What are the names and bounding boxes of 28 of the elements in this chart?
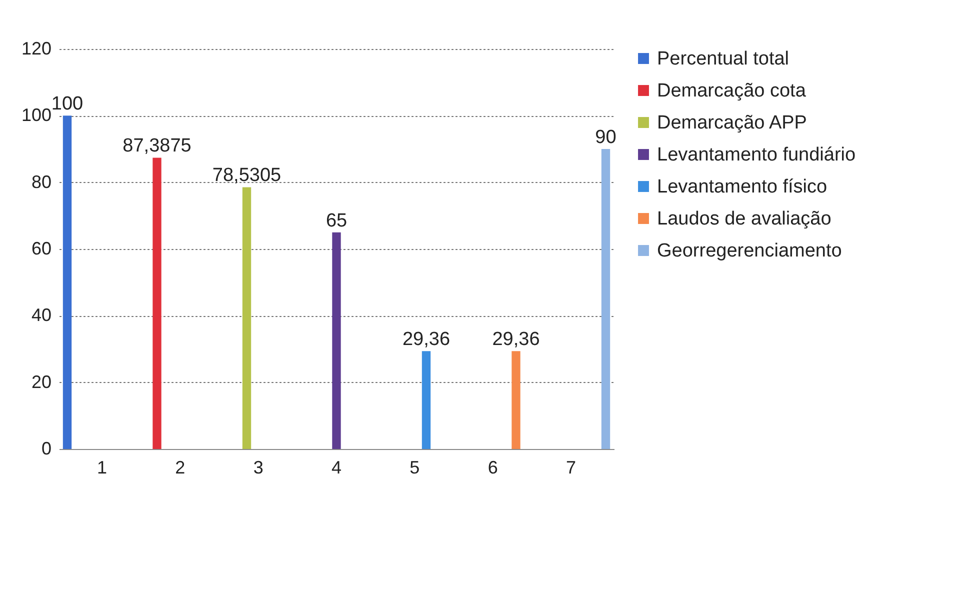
legend-label: Demarcação APP xyxy=(657,112,807,134)
x-tick-label: 4 xyxy=(331,458,342,478)
y-tick-label: 120 xyxy=(21,38,52,58)
data-label: 29,36 xyxy=(402,329,450,350)
x-tick-label: 2 xyxy=(175,458,186,478)
data-label: 29,36 xyxy=(492,329,540,350)
data-label: 90 xyxy=(595,127,616,148)
x-tick-label: 7 xyxy=(566,458,576,478)
legend-label: Levantamento fundiário xyxy=(657,144,856,166)
y-tick-label: 0 xyxy=(41,438,52,458)
legend-label: Levantamento físico xyxy=(657,176,828,198)
y-tick-label: 100 xyxy=(21,105,52,126)
x-tick-label: 1 xyxy=(96,458,107,478)
data-label: 78,5305 xyxy=(212,165,282,186)
x-tick-label: 3 xyxy=(253,458,264,478)
x-tick-label: 5 xyxy=(410,458,420,478)
y-tick-label: 20 xyxy=(31,372,52,392)
legend-label: Georregerenciamento xyxy=(657,240,842,262)
legend-label: Percentual total xyxy=(657,48,790,70)
y-tick-label: 40 xyxy=(31,305,52,326)
x-tick-label: 6 xyxy=(488,458,498,478)
data-label: 87,3875 xyxy=(122,136,192,157)
data-label: 65 xyxy=(326,210,348,232)
legend-label: Laudos de avaliação xyxy=(657,208,832,230)
data-label: 100 xyxy=(51,94,84,115)
legend-label: Demarcação cota xyxy=(657,80,806,102)
y-tick-label: 60 xyxy=(31,238,52,258)
y-tick-label: 80 xyxy=(31,172,52,192)
